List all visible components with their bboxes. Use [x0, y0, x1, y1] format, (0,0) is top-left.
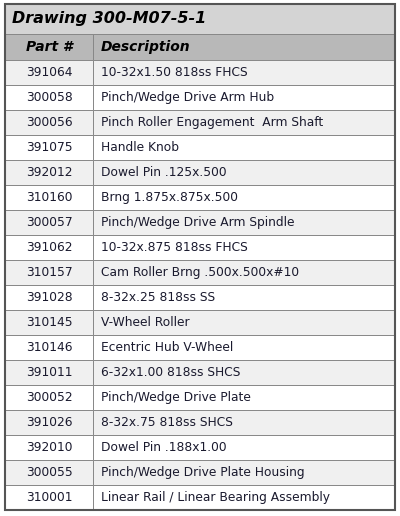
Bar — [93, 285, 395, 310]
Bar — [5, 60, 93, 85]
Text: Pinch/Wedge Drive Arm Spindle: Pinch/Wedge Drive Arm Spindle — [101, 216, 294, 229]
Bar — [5, 34, 93, 60]
Bar — [93, 335, 395, 360]
Bar — [5, 160, 93, 185]
Bar — [93, 210, 395, 235]
Bar — [5, 485, 93, 510]
Bar — [93, 135, 395, 160]
Bar — [5, 285, 93, 310]
Text: Pinch Roller Engagement  Arm Shaft: Pinch Roller Engagement Arm Shaft — [101, 116, 323, 129]
Text: 300056: 300056 — [26, 116, 72, 129]
Text: 310157: 310157 — [26, 266, 72, 279]
Bar — [5, 185, 93, 210]
Text: 391026: 391026 — [26, 416, 72, 429]
Text: 10-32x1.50 818ss FHCS: 10-32x1.50 818ss FHCS — [101, 66, 248, 79]
Bar — [93, 310, 395, 335]
Bar — [5, 385, 93, 410]
Bar — [5, 260, 93, 285]
Text: Cam Roller Brng .500x.500x#10: Cam Roller Brng .500x.500x#10 — [101, 266, 299, 279]
Text: Dowel Pin .125x.500: Dowel Pin .125x.500 — [101, 166, 227, 179]
Bar — [5, 410, 93, 435]
Bar — [93, 160, 395, 185]
Text: 10-32x.875 818ss FHCS: 10-32x.875 818ss FHCS — [101, 241, 248, 254]
Bar — [93, 260, 395, 285]
Bar — [5, 210, 93, 235]
Text: V-Wheel Roller: V-Wheel Roller — [101, 316, 190, 329]
Text: 300058: 300058 — [26, 91, 72, 104]
Text: 392010: 392010 — [26, 441, 72, 454]
Text: 300057: 300057 — [26, 216, 72, 229]
Bar — [93, 235, 395, 260]
Text: 310001: 310001 — [26, 491, 72, 504]
Bar — [5, 110, 93, 135]
Bar — [93, 435, 395, 460]
Text: 6-32x1.00 818ss SHCS: 6-32x1.00 818ss SHCS — [101, 366, 240, 379]
Text: Drawing 300-M07-5-1: Drawing 300-M07-5-1 — [12, 11, 206, 26]
Text: 391028: 391028 — [26, 291, 72, 304]
Text: 300052: 300052 — [26, 391, 72, 404]
Bar — [5, 335, 93, 360]
Text: Dowel Pin .188x1.00: Dowel Pin .188x1.00 — [101, 441, 227, 454]
Text: Description: Description — [101, 40, 191, 54]
Bar — [93, 410, 395, 435]
Text: 310145: 310145 — [26, 316, 72, 329]
Bar — [5, 360, 93, 385]
Bar — [93, 110, 395, 135]
Text: Linear Rail / Linear Bearing Assembly: Linear Rail / Linear Bearing Assembly — [101, 491, 330, 504]
Bar — [5, 310, 93, 335]
Bar — [5, 85, 93, 110]
Bar — [93, 60, 395, 85]
Text: Part #: Part # — [26, 40, 72, 54]
Text: Pinch/Wedge Drive Arm Hub: Pinch/Wedge Drive Arm Hub — [101, 91, 274, 104]
Bar — [93, 460, 395, 485]
Text: 391064: 391064 — [26, 66, 72, 79]
Bar — [5, 435, 93, 460]
Text: 8-32x.75 818ss SHCS: 8-32x.75 818ss SHCS — [101, 416, 233, 429]
Text: Pinch/Wedge Drive Plate Housing: Pinch/Wedge Drive Plate Housing — [101, 466, 305, 479]
Text: 310146: 310146 — [26, 341, 72, 354]
Text: 300055: 300055 — [26, 466, 72, 479]
Bar — [93, 385, 395, 410]
Bar — [93, 360, 395, 385]
Text: 391011: 391011 — [26, 366, 72, 379]
Text: 310160: 310160 — [26, 191, 72, 204]
Text: 8-32x.25 818ss SS: 8-32x.25 818ss SS — [101, 291, 215, 304]
Text: 391075: 391075 — [26, 141, 72, 154]
Text: Brng 1.875x.875x.500: Brng 1.875x.875x.500 — [101, 191, 238, 204]
Bar — [93, 34, 395, 60]
Bar — [5, 235, 93, 260]
Text: Pinch/Wedge Drive Plate: Pinch/Wedge Drive Plate — [101, 391, 251, 404]
Bar — [93, 85, 395, 110]
Bar — [5, 135, 93, 160]
Text: Ecentric Hub V-Wheel: Ecentric Hub V-Wheel — [101, 341, 233, 354]
Bar — [93, 485, 395, 510]
Bar — [93, 185, 395, 210]
Bar — [5, 460, 93, 485]
Text: 391062: 391062 — [26, 241, 72, 254]
Text: 392012: 392012 — [26, 166, 72, 179]
Bar — [5, 4, 395, 34]
Text: Handle Knob: Handle Knob — [101, 141, 179, 154]
